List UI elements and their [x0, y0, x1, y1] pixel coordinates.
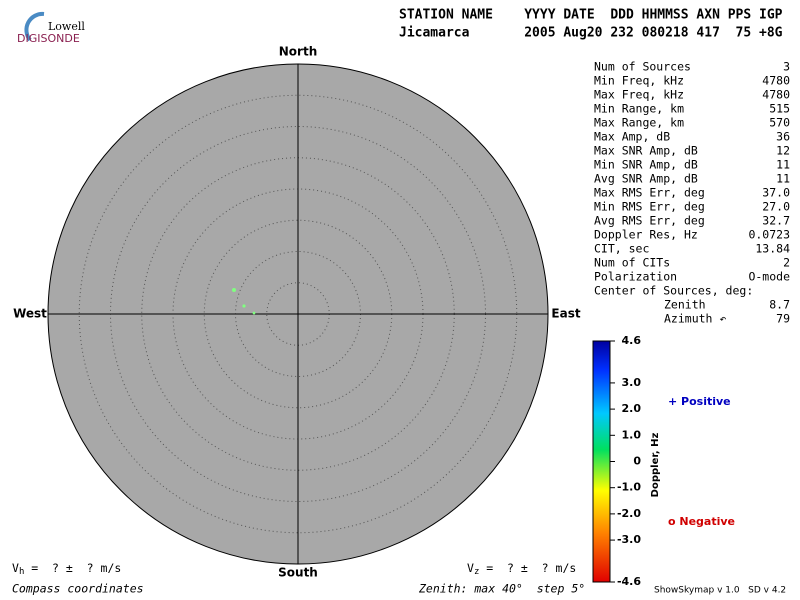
stat-label: Max Amp, dB [594, 130, 670, 144]
south-label: South [278, 566, 318, 580]
stat-label: CIT, sec [594, 242, 649, 256]
version: ShowSkymap v 1.0 SD v 4.2 [654, 586, 786, 596]
stat-value: 11 [776, 158, 790, 172]
stat-value: 11 [776, 172, 790, 186]
colorbar-tick-label: -1.0 [617, 481, 641, 494]
stat-label: Avg RMS Err, deg [594, 214, 705, 228]
stat-value: 32.7 [762, 214, 790, 228]
stat-label: Max Freq, kHz [594, 88, 684, 102]
vh-sub: h [19, 567, 24, 577]
colorbar-tick-label: 0 [633, 455, 641, 468]
vz-value: = ? ± ? m/s [479, 561, 576, 575]
vh-value: = ? ± ? m/s [24, 561, 121, 575]
west-label: West [13, 307, 47, 321]
colorbar-tick-label: -2.0 [617, 507, 641, 520]
stat-value: 13.84 [755, 242, 790, 256]
stat-label: Min RMS Err, deg [594, 200, 705, 214]
logo-bottom: DIGISONDE [17, 32, 80, 45]
colorbar-ticks: 4.6 3.0 2.0 1.0 0 -1.0 -2.0 -3.0 -4.6 [610, 334, 641, 588]
stat-value: O-mode [748, 270, 790, 284]
stat-label: Min Freq, kHz [594, 74, 684, 88]
stat-value: 3 [783, 60, 790, 74]
stat-value: 12 [776, 144, 790, 158]
colorbar [592, 340, 611, 583]
center-value: 79 [776, 312, 790, 326]
logo-top: Lowell [48, 20, 85, 33]
stat-label: Num of CITs [594, 256, 670, 270]
stat-label: Avg SNR Amp, dB [594, 172, 698, 186]
stat-value: 27.0 [762, 200, 790, 214]
logo-arc [24, 11, 45, 42]
vh-symbol: V [12, 561, 19, 575]
colorbar-tick-label: 4.6 [622, 334, 642, 347]
zenith-note: Zenith: max 40° step 5° [418, 582, 585, 596]
negative-legend: o Negative [668, 515, 735, 528]
source [242, 304, 246, 308]
colorbar-tick-label: -3.0 [617, 533, 641, 546]
stat-label: Num of Sources [594, 60, 691, 74]
vz-sub: z [474, 567, 479, 577]
stats-table: Num of Sources 3 Min Freq, kHz 4780 Max Freq… [594, 60, 790, 326]
stat-label: Min Range, km [594, 102, 684, 116]
stat-label: Max Range, km [594, 116, 684, 130]
colorbar-tick-label: 1.0 [622, 428, 642, 441]
colorbar-tick-label: -4.6 [617, 575, 641, 588]
stat-value: 0.0723 [748, 228, 790, 242]
vz-symbol: V [467, 561, 474, 575]
stat-value: 4780 [762, 88, 790, 102]
north-label: North [279, 45, 317, 59]
center-label: Azimuth ↶ [664, 312, 726, 326]
header-columns: STATION NAME YYYY DATE DDD HHMMSS AXN PP… [399, 8, 783, 23]
colorbar-title: Doppler, Hz [650, 433, 661, 498]
stat-value: 37.0 [762, 186, 790, 200]
stat-value: 515 [769, 102, 790, 116]
vz-text: Vz = ? ± ? m/s [467, 561, 576, 577]
logo: Lowell DIGISONDE [17, 11, 85, 45]
stat-label: Max SNR Amp, dB [594, 144, 698, 158]
stat-label: Doppler Res, Hz [594, 228, 698, 242]
source [232, 288, 236, 292]
coords-note: Compass coordinates [12, 582, 144, 596]
stat-value: 36 [776, 130, 790, 144]
stat-label: Polarization [594, 270, 677, 284]
vh-text: Vh = ? ± ? m/s [12, 561, 121, 577]
source [252, 311, 256, 315]
stat-value: 2 [783, 256, 790, 270]
stat-label: Min SNR Amp, dB [594, 158, 698, 172]
east-label: East [551, 307, 580, 321]
colorbar-tick-label: 3.0 [622, 376, 642, 389]
stat-value: 4780 [762, 74, 790, 88]
stat-label: Center of Sources, deg: [594, 284, 753, 298]
center-label: Zenith [664, 298, 706, 312]
stat-label: Max RMS Err, deg [594, 186, 705, 200]
colorbar-tick-label: 2.0 [622, 402, 642, 415]
positive-legend: + Positive [668, 395, 731, 408]
center-value: 8.7 [769, 298, 790, 312]
stat-value: 570 [769, 116, 790, 130]
header-values: Jicamarca 2005 Aug20 232 080218 417 75 +… [399, 26, 783, 41]
